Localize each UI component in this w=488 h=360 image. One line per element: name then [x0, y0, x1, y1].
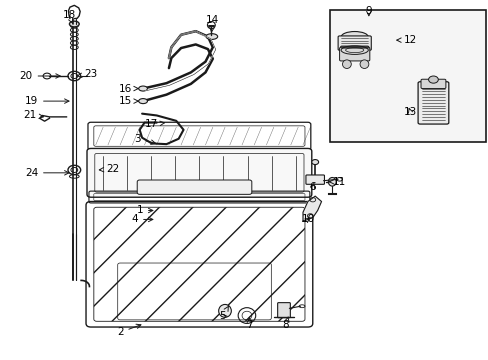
Text: 4: 4	[131, 215, 153, 224]
Text: 14: 14	[206, 15, 219, 32]
FancyBboxPatch shape	[417, 82, 448, 124]
Ellipse shape	[139, 99, 147, 104]
Text: 20: 20	[20, 71, 60, 81]
FancyBboxPatch shape	[305, 175, 324, 184]
Text: 5: 5	[219, 306, 228, 321]
FancyBboxPatch shape	[137, 180, 251, 194]
Polygon shape	[303, 196, 321, 221]
Ellipse shape	[311, 159, 318, 165]
Ellipse shape	[205, 34, 217, 40]
Text: 6: 6	[309, 182, 315, 192]
FancyBboxPatch shape	[420, 79, 445, 89]
Text: 3: 3	[134, 134, 155, 144]
FancyBboxPatch shape	[87, 148, 311, 197]
Ellipse shape	[328, 177, 335, 186]
Text: 23: 23	[77, 69, 97, 79]
Text: 11: 11	[329, 177, 346, 187]
Text: 24: 24	[25, 168, 69, 178]
Text: 15: 15	[118, 96, 138, 106]
Text: 7: 7	[245, 318, 252, 330]
Bar	[329, 10, 485, 142]
Ellipse shape	[218, 305, 231, 318]
Ellipse shape	[359, 60, 368, 68]
Ellipse shape	[139, 86, 147, 91]
Text: 2: 2	[117, 324, 141, 337]
FancyBboxPatch shape	[277, 303, 290, 318]
FancyBboxPatch shape	[337, 36, 370, 50]
Text: 22: 22	[99, 164, 119, 174]
Text: 1: 1	[136, 206, 153, 216]
Text: 10: 10	[301, 215, 314, 224]
Ellipse shape	[69, 21, 79, 27]
Ellipse shape	[342, 60, 350, 68]
Text: 16: 16	[118, 84, 138, 94]
Text: 17: 17	[145, 120, 164, 129]
Text: 21: 21	[23, 111, 43, 121]
Ellipse shape	[427, 76, 437, 83]
Text: 19: 19	[25, 96, 69, 106]
FancyBboxPatch shape	[340, 46, 368, 57]
FancyBboxPatch shape	[339, 47, 369, 61]
Text: 9: 9	[365, 6, 371, 17]
Ellipse shape	[341, 32, 367, 42]
Text: 18: 18	[62, 10, 76, 23]
Text: 8: 8	[282, 317, 289, 330]
Text: 12: 12	[396, 35, 416, 45]
Text: 13: 13	[403, 107, 416, 117]
